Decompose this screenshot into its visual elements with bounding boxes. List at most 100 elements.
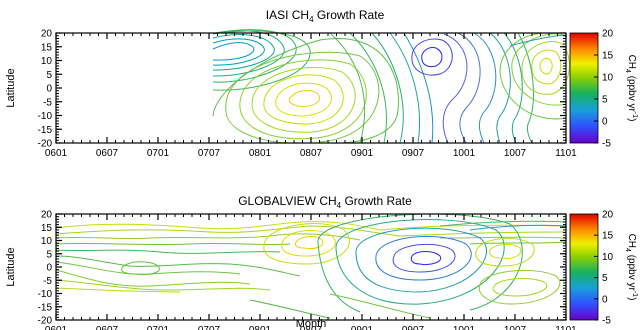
y-tick-label: 20 <box>41 29 53 40</box>
y-tick-label: 15 <box>41 223 53 234</box>
colorbar-tick-label: 10 <box>602 252 614 263</box>
contour-line <box>489 243 522 259</box>
y-tick-label: 15 <box>41 42 53 53</box>
contour-line <box>239 59 367 140</box>
contour-line <box>275 82 332 117</box>
y-tick-label: -15 <box>38 302 53 313</box>
x-tick-label: 0701 <box>147 148 170 159</box>
y-tick-label: 5 <box>46 70 52 81</box>
x-tick-label: 0807 <box>300 325 323 330</box>
contour-line <box>288 90 320 107</box>
y-tick-label: -20 <box>38 139 53 150</box>
contour-line <box>349 32 387 144</box>
contour-line <box>410 251 442 265</box>
contour-line <box>55 233 567 241</box>
contour-line <box>55 225 567 237</box>
colorbar <box>569 32 599 144</box>
x-tick-label: 0601 <box>45 325 68 330</box>
contour-line <box>55 241 567 246</box>
contour-line <box>521 41 570 95</box>
contour-line <box>403 32 434 144</box>
y-tick-label: 5 <box>46 249 52 260</box>
colorbar-tick-label: 10 <box>602 73 614 84</box>
x-tick-label: 0701 <box>147 325 170 330</box>
contour-line <box>478 269 561 305</box>
x-tick-label: 1007 <box>504 148 527 159</box>
contour-line <box>473 32 497 144</box>
y-tick-label: 10 <box>41 56 53 67</box>
axis-ticks: 0601 0607 0701 0707 0801 0807 0901 0907 1001 1007… <box>38 210 578 330</box>
colorbar-tick-label: 0 <box>602 294 608 305</box>
x-tick-label: 1101 <box>555 148 577 159</box>
contour-line <box>212 42 255 61</box>
x-tick-label: 0907 <box>402 325 425 330</box>
y-tick-label: -15 <box>38 125 53 136</box>
x-tick-label: 0907 <box>402 148 425 159</box>
colorbar-label: CH4 (ppbv yr-1) <box>624 234 638 301</box>
colorbar-tick-label: 5 <box>602 95 608 106</box>
x-tick-label: 1007 <box>504 325 527 330</box>
contour-line <box>457 32 481 144</box>
contour-line <box>55 255 301 277</box>
contour-line <box>55 287 181 293</box>
x-tick-label: 1001 <box>453 325 476 330</box>
y-tick-label: 0 <box>46 263 52 274</box>
x-tick-label: 0607 <box>96 148 119 159</box>
y-tick-label: -10 <box>38 111 53 122</box>
x-tick-label: 0901 <box>351 148 374 159</box>
colorbar-tick-label: 15 <box>602 231 614 242</box>
contour-line <box>55 269 251 287</box>
colorbar-tick-label: 5 <box>602 273 608 284</box>
contour-lines <box>55 213 567 319</box>
contour-line <box>212 29 297 83</box>
y-tick-label: -5 <box>43 276 52 287</box>
colorbar <box>569 213 599 321</box>
panel-globalview: GLOBALVIEW CH4 Growth Rate <box>5 194 638 330</box>
contour-line <box>411 38 453 76</box>
colorbar-label: CH4 (ppbv yr-1) <box>624 55 638 122</box>
contour-line <box>295 235 324 249</box>
panel-title: IASI CH4 Growth Rate <box>266 8 385 24</box>
contour-line <box>249 299 331 319</box>
x-tick-label: 1101 <box>555 325 577 330</box>
colorbar-ticks: 20 15 10 5 0 -5 <box>594 29 614 150</box>
x-axis-label: Month <box>296 318 327 330</box>
contour-line <box>503 32 523 144</box>
contour-line <box>212 38 399 144</box>
x-tick-label: 0807 <box>300 148 323 159</box>
contour-line <box>539 57 553 75</box>
contour-line <box>421 47 443 68</box>
y-tick-label: -10 <box>38 289 53 300</box>
contour-line <box>329 32 366 144</box>
contour-line <box>263 74 344 125</box>
contour-line <box>263 223 350 265</box>
contour-line <box>355 227 487 293</box>
x-tick-label: 0607 <box>96 325 119 330</box>
contour-line <box>335 219 505 305</box>
y-axis-label: Latitude <box>5 247 17 286</box>
x-tick-label: 0801 <box>249 148 272 159</box>
contour-line <box>489 32 511 144</box>
x-tick-label: 0801 <box>249 325 272 330</box>
contour-line <box>469 224 567 231</box>
y-axis-label: Latitude <box>5 68 17 107</box>
contour-line <box>517 32 534 144</box>
contour-lines <box>212 29 570 144</box>
contour-line <box>371 32 404 144</box>
contour-line <box>212 38 265 66</box>
contour-line <box>55 249 281 254</box>
colorbar-tick-label: 0 <box>602 117 608 128</box>
x-tick-label: 0707 <box>198 325 221 330</box>
panel-iasi: IASI CH4 Growth Rate <box>5 8 638 159</box>
contour-line <box>492 278 548 297</box>
contour-line <box>55 221 567 231</box>
contour-line <box>281 230 336 257</box>
contour-line <box>442 33 468 144</box>
x-tick-label: 0707 <box>198 148 221 159</box>
panel-title: GLOBALVIEW CH4 Growth Rate <box>238 194 412 210</box>
axis-ticks: 0601 0607 0701 0707 0801 0807 0901 0907 1001 1007… <box>38 29 578 160</box>
contour-line <box>439 220 567 227</box>
contour-line <box>375 235 472 281</box>
x-tick-label: 0901 <box>351 325 374 330</box>
